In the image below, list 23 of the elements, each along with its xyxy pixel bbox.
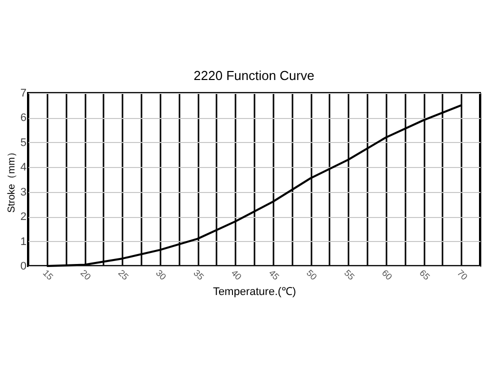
y-tick-label: 7 [20, 88, 26, 100]
chart-title: 2220 Function Curve [194, 68, 314, 83]
x-tick-label: 15 [40, 268, 56, 282]
y-tick-label: 2 [20, 211, 26, 224]
x-tick-label: 20 [78, 268, 93, 282]
x-tick-label: 35 [192, 268, 206, 282]
x-tick-label: 30 [154, 268, 168, 282]
y-axis-title: Stroke（mm） [6, 147, 18, 213]
x-tick-label: 65 [418, 268, 432, 282]
y-tick-label: 0 [20, 260, 26, 272]
x-tick-label: 25 [116, 268, 130, 282]
x-tick-label: 45 [266, 268, 282, 282]
x-tick-label: 70 [455, 268, 470, 282]
y-tick-label: 3 [20, 186, 26, 198]
y-tick-label: 6 [20, 112, 26, 124]
y-tick-label: 5 [20, 136, 26, 149]
y-tick-label: 1 [20, 236, 26, 248]
x-axis-title: Temperature.(℃) [212, 286, 296, 298]
x-tick-label: 60 [380, 268, 394, 282]
x-tick-label: 55 [342, 268, 356, 282]
x-tick-label: 50 [304, 268, 319, 282]
x-tick-label: 40 [229, 268, 244, 282]
y-tick-label: 4 [20, 162, 26, 174]
